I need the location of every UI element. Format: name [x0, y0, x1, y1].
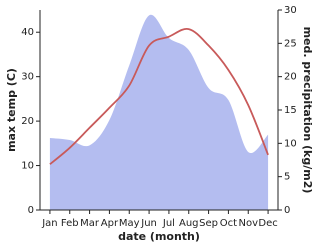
y2-tick-label: 15: [284, 105, 297, 116]
y-tick-label: 0: [28, 205, 34, 216]
x-tick-label: Feb: [61, 218, 79, 229]
x-tick-label: Aug: [179, 218, 199, 229]
y-tick-label: 30: [21, 72, 34, 83]
x-tick-label: Apr: [101, 218, 119, 229]
y2-axis-label: med. precipitation (kg/m2): [301, 27, 314, 194]
y2-tick-label: 20: [284, 72, 297, 83]
y-axis-label: max temp (C): [5, 68, 18, 152]
x-tick-label: Nov: [238, 218, 258, 229]
x-tick-label: Sep: [199, 218, 218, 229]
temperature-line: [49, 28, 269, 165]
precipitation-area: [49, 14, 269, 211]
x-tick-label: Jul: [162, 218, 175, 229]
y-tick-label: 40: [21, 27, 34, 38]
y-tick-label: 20: [21, 116, 34, 127]
x-tick-label: Jun: [140, 218, 157, 229]
x-tick-label: Oct: [220, 218, 237, 229]
y2-tick-label: 5: [284, 172, 290, 183]
y2-tick-label: 0: [284, 205, 290, 216]
y2-tick-label: 25: [284, 38, 297, 49]
y2-tick-label: 10: [284, 138, 297, 149]
x-tick-label: May: [119, 218, 140, 229]
x-tick-label: Dec: [258, 218, 277, 229]
x-tick-label: Jan: [41, 218, 57, 229]
y2-tick-label: 30: [284, 5, 297, 16]
x-tick-label: Mar: [80, 218, 100, 229]
y-tick-label: 10: [21, 161, 34, 172]
x-axis-label: date (month): [118, 230, 200, 243]
